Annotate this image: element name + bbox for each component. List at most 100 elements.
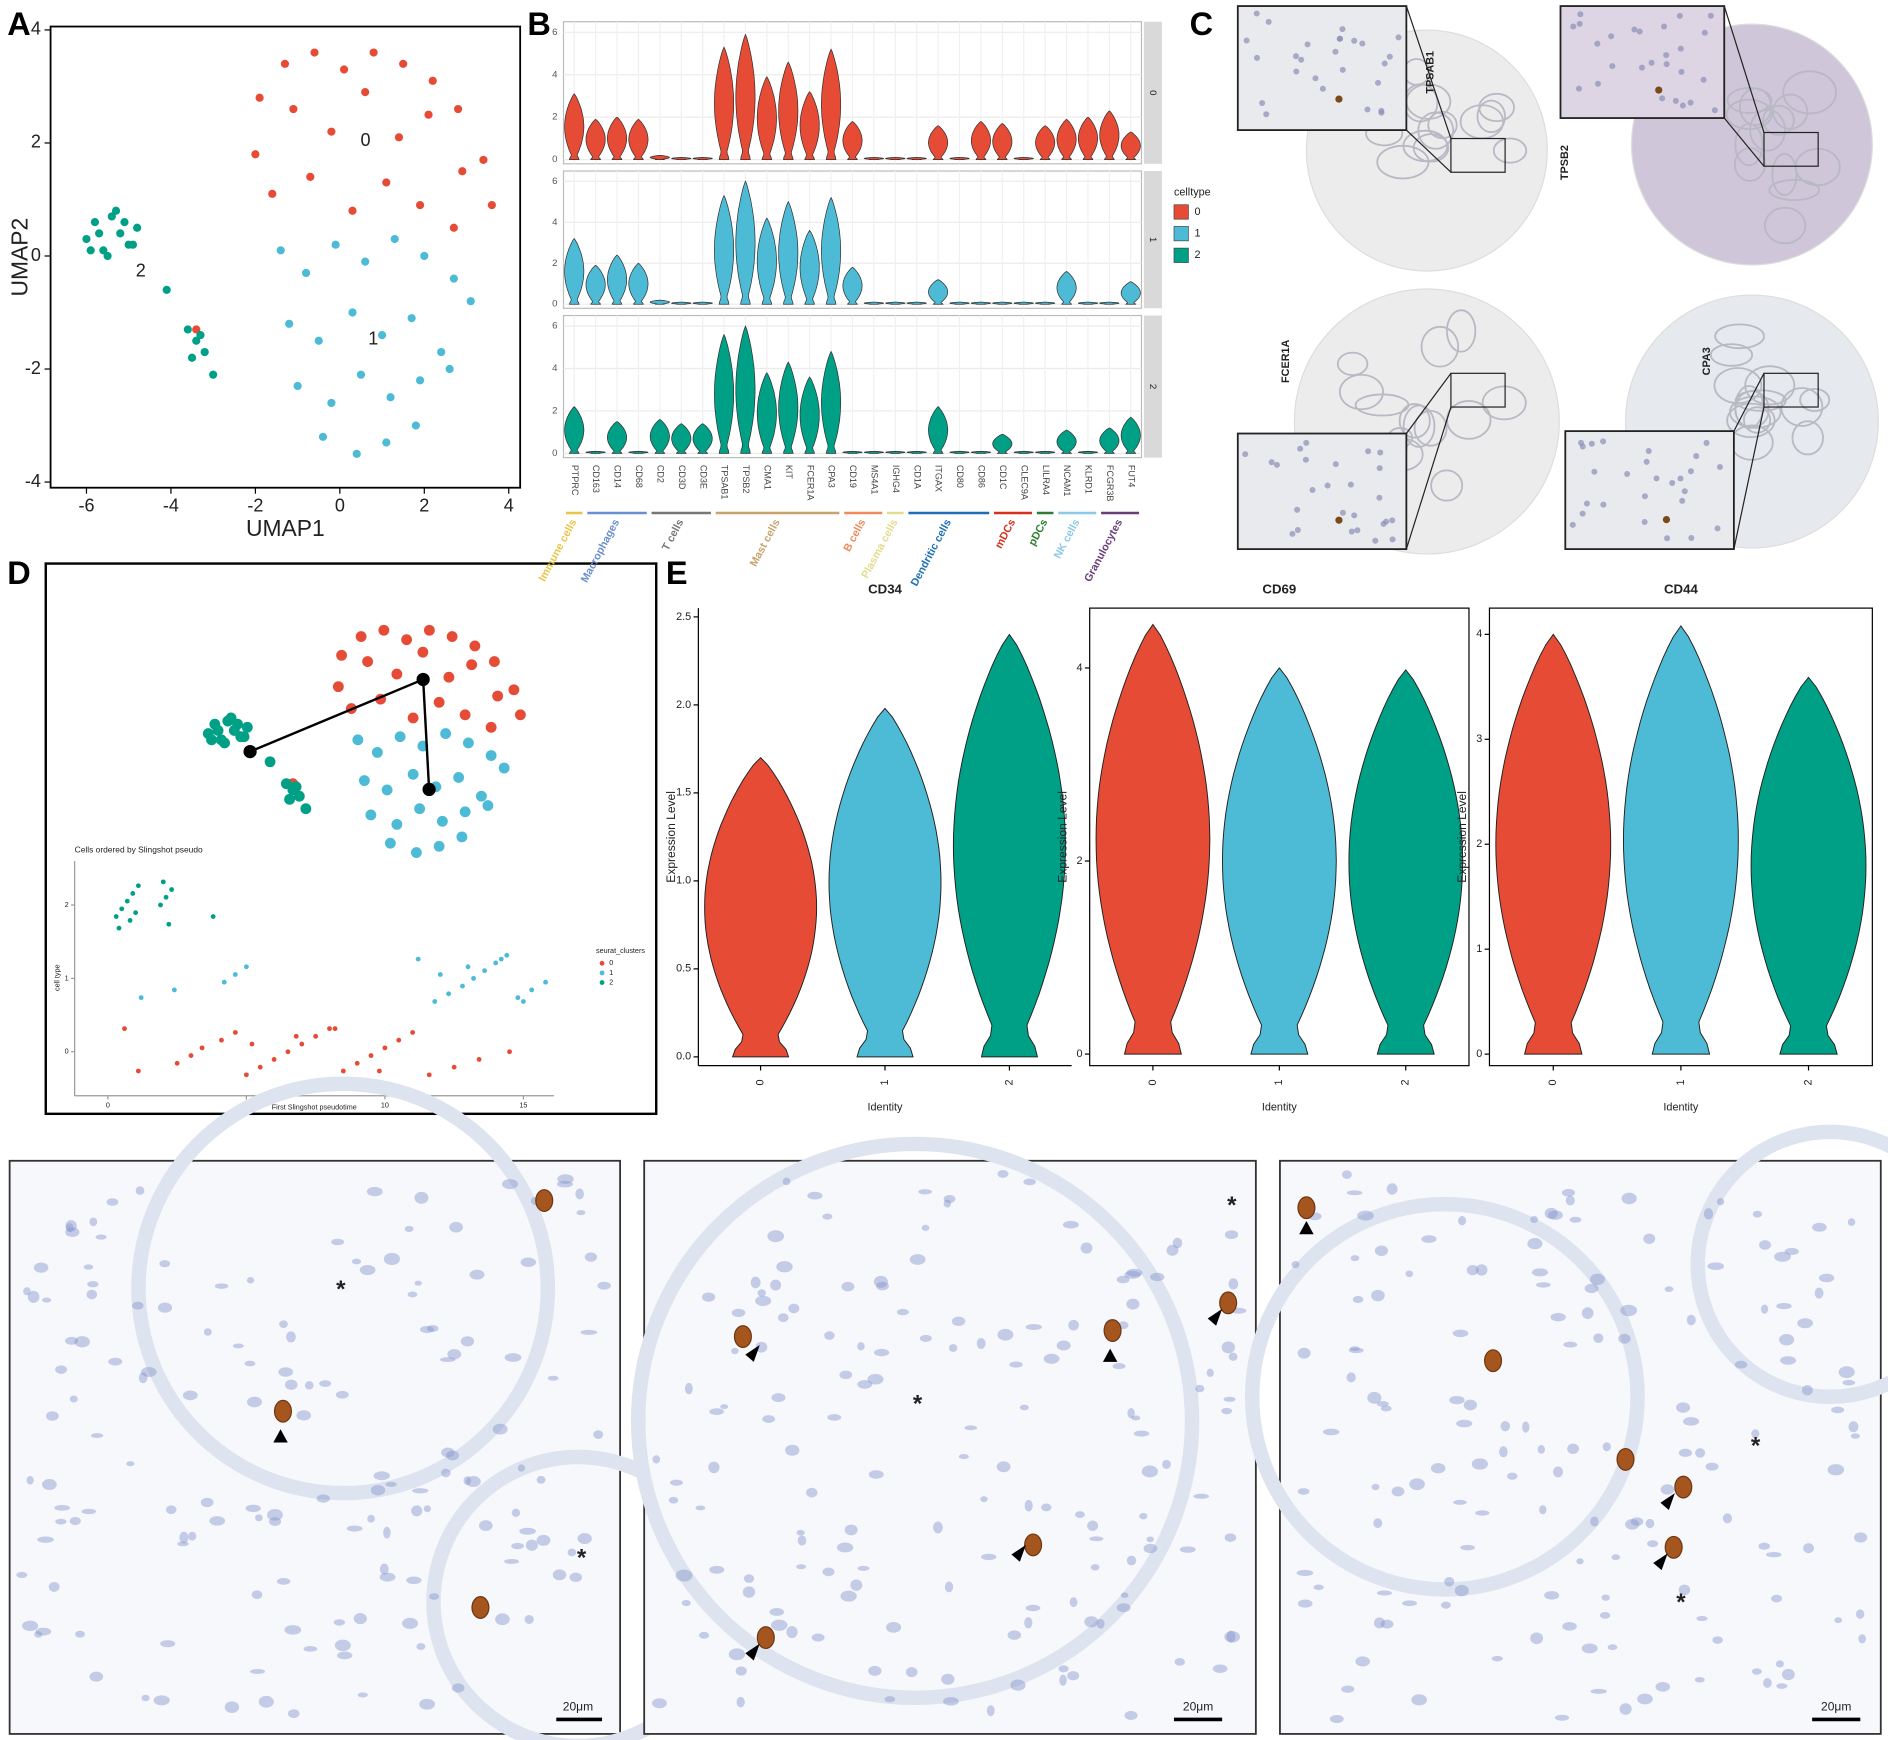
nucleus bbox=[1696, 1615, 1708, 1622]
point bbox=[354, 1060, 360, 1066]
nucleus bbox=[785, 1444, 800, 1456]
tubule bbox=[1733, 147, 1766, 182]
nucleus bbox=[1067, 1671, 1080, 1681]
zoom-line bbox=[1405, 5, 1452, 139]
violin bbox=[714, 194, 735, 305]
nucleus bbox=[796, 1564, 807, 1570]
point bbox=[128, 240, 138, 249]
point bbox=[436, 815, 448, 827]
asterisk: * bbox=[577, 1545, 587, 1572]
violin bbox=[735, 325, 756, 454]
nucleus bbox=[1224, 1533, 1237, 1542]
point bbox=[391, 818, 403, 830]
nucleus bbox=[447, 1349, 462, 1360]
point bbox=[415, 956, 421, 962]
nucleus bbox=[1848, 1421, 1859, 1433]
stained-cell bbox=[273, 1399, 292, 1423]
nucleus bbox=[1677, 45, 1684, 52]
nucleus bbox=[1253, 54, 1261, 61]
nucleus bbox=[1561, 1188, 1576, 1197]
nucleus bbox=[1838, 1366, 1855, 1379]
nucleus bbox=[1683, 1417, 1700, 1426]
nucleus bbox=[366, 1186, 383, 1197]
nucleus bbox=[91, 1433, 104, 1439]
legend-swatch bbox=[1173, 204, 1189, 220]
nucleus bbox=[1224, 1631, 1241, 1643]
point bbox=[498, 956, 504, 962]
nucleus bbox=[1377, 449, 1384, 456]
nucleus bbox=[1583, 500, 1590, 507]
nucleus bbox=[1703, 1208, 1714, 1220]
point bbox=[219, 1037, 224, 1043]
nucleus bbox=[65, 1336, 79, 1345]
nucleus bbox=[245, 1504, 261, 1513]
legend-label: 0 bbox=[1194, 206, 1200, 218]
nucleus bbox=[1660, 1484, 1675, 1495]
nucleus bbox=[1312, 75, 1319, 82]
point bbox=[331, 240, 340, 249]
nucleus bbox=[701, 1292, 716, 1302]
y-tick-label: 6 bbox=[552, 27, 557, 38]
x-tick-label: TPSAB1 bbox=[720, 465, 730, 500]
nucleus bbox=[1380, 1619, 1394, 1629]
nucleus bbox=[1297, 1599, 1313, 1608]
cluster-label: 2 bbox=[136, 260, 146, 280]
nucleus bbox=[286, 1331, 296, 1343]
nucleus bbox=[1530, 1215, 1538, 1224]
y-tick-label: 4 bbox=[552, 363, 558, 374]
point bbox=[119, 906, 125, 912]
nucleus bbox=[1776, 1302, 1792, 1310]
point bbox=[300, 803, 312, 815]
nucleus bbox=[1643, 1233, 1656, 1244]
y-tick-label: 4 bbox=[552, 217, 558, 228]
point bbox=[210, 914, 216, 919]
nucleus bbox=[1302, 456, 1309, 463]
nucleus bbox=[359, 1265, 376, 1276]
point bbox=[432, 999, 438, 1004]
y-tick-label: -2 bbox=[25, 358, 41, 378]
nucleus bbox=[1346, 1372, 1356, 1383]
arrow bbox=[1653, 1553, 1668, 1571]
x-tick-label: 1 bbox=[879, 1080, 891, 1086]
nucleus bbox=[353, 1613, 367, 1625]
nucleus bbox=[1133, 1430, 1150, 1437]
nucleus bbox=[1711, 107, 1718, 114]
y-tick-label: 0 bbox=[1476, 1048, 1482, 1060]
nucleus bbox=[1827, 1464, 1845, 1476]
nucleus bbox=[316, 1494, 330, 1503]
nucleus bbox=[1268, 459, 1275, 466]
y-tick-label: -4 bbox=[25, 471, 41, 491]
x-tick-label: IGHG4 bbox=[891, 465, 901, 493]
violin bbox=[1495, 633, 1612, 1055]
nucleus bbox=[267, 1509, 283, 1521]
nucleus bbox=[1150, 1272, 1165, 1282]
nucleus bbox=[37, 1536, 54, 1543]
nucleus bbox=[1678, 1584, 1691, 1596]
group-label: Dendritic cells bbox=[909, 517, 954, 588]
nucleus bbox=[1339, 509, 1346, 516]
nucleus bbox=[1570, 23, 1577, 30]
nucleus bbox=[980, 1496, 988, 1503]
nucleus bbox=[1553, 1466, 1564, 1478]
nucleus bbox=[126, 1461, 135, 1467]
nucleus bbox=[668, 1496, 679, 1504]
nucleus bbox=[1539, 1505, 1547, 1515]
nucleus bbox=[1608, 33, 1615, 40]
nucleus bbox=[1645, 1518, 1655, 1529]
nucleus bbox=[511, 1508, 521, 1518]
nucleus bbox=[89, 1671, 104, 1682]
tubule bbox=[1762, 104, 1795, 136]
nucleus bbox=[1602, 1442, 1611, 1452]
nucleus bbox=[1663, 61, 1670, 68]
nucleus bbox=[755, 1341, 768, 1353]
nucleus bbox=[346, 1525, 363, 1532]
nucleus bbox=[1112, 1363, 1126, 1370]
nucleus bbox=[1784, 1247, 1799, 1256]
point bbox=[382, 438, 391, 447]
x-tick-label: MS4A1 bbox=[870, 465, 880, 495]
tubule bbox=[1430, 469, 1464, 502]
nucleus bbox=[1351, 37, 1358, 44]
tubule bbox=[1398, 403, 1431, 439]
nucleus bbox=[822, 1213, 833, 1220]
point bbox=[382, 1045, 388, 1051]
